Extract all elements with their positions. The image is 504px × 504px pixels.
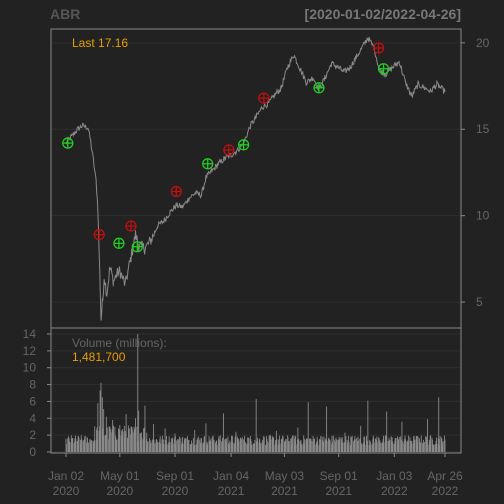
volume-bars	[65, 334, 446, 452]
sell-marker	[258, 92, 270, 104]
last-price-label: Last 17.16	[72, 36, 128, 50]
date-tick-year: 2020	[53, 484, 80, 498]
volume-tick-label: 0	[29, 445, 36, 459]
volume-axis-ticks: 0 2 4 6 8 10 12 14	[23, 327, 51, 459]
volume-tick-label: 8	[29, 378, 36, 392]
volume-tick-label: 6	[29, 394, 36, 408]
chart-title-symbol: ABR	[50, 6, 80, 22]
date-tick-label: May 01	[100, 469, 140, 483]
date-tick-label: May 03	[265, 469, 305, 483]
sell-marker	[93, 229, 105, 241]
trade-markers	[62, 42, 390, 253]
date-tick-label: Apr 26	[427, 469, 463, 483]
date-tick-label: Sep 01	[320, 469, 358, 483]
volume-tick-label: 12	[23, 344, 37, 358]
date-tick-year: 2021	[218, 484, 245, 498]
date-tick-label: Jan 02	[48, 469, 84, 483]
buy-marker	[377, 63, 390, 75]
volume-tick-label: 2	[29, 428, 36, 442]
price-axis-ticks: 5 10 15 20	[461, 36, 490, 309]
buy-marker	[113, 237, 125, 249]
chart-title-date-range: [2020-01-02/2022-04-26]	[305, 6, 461, 22]
price-gridlines	[51, 42, 461, 303]
buy-marker	[313, 82, 325, 94]
date-tick-year: 2021	[325, 484, 352, 498]
volume-tick-label: 10	[23, 361, 37, 375]
price-tick-label: 5	[476, 295, 483, 309]
volume-tick-label: 14	[23, 327, 37, 341]
date-tick-label: Jan 03	[376, 469, 412, 483]
price-series	[65, 36, 446, 321]
date-tick-year: 2020	[162, 484, 189, 498]
price-tick-label: 20	[476, 36, 490, 50]
price-line	[65, 36, 446, 321]
buy-marker	[202, 158, 214, 170]
sell-marker	[125, 220, 137, 232]
date-tick-year: 2021	[271, 484, 298, 498]
volume-label: Volume (millions):	[72, 336, 167, 350]
date-tick-year: 2022	[381, 484, 408, 498]
date-tick-label: Jan 04	[213, 469, 249, 483]
price-tick-label: 15	[476, 122, 490, 136]
buy-marker	[131, 241, 143, 253]
price-tick-label: 10	[476, 209, 490, 223]
buy-marker	[62, 137, 74, 149]
sell-marker	[170, 185, 182, 198]
date-tick-year: 2022	[432, 484, 459, 498]
volume-value: 1,481,700	[72, 350, 126, 364]
date-tick-year: 2020	[106, 484, 133, 498]
volume-panel-frame	[50, 327, 462, 454]
date-tick-label: Sep 01	[156, 469, 194, 483]
volume-tick-label: 4	[29, 411, 36, 425]
sell-marker	[223, 144, 235, 156]
sell-marker	[372, 42, 385, 54]
buy-marker	[237, 139, 250, 151]
